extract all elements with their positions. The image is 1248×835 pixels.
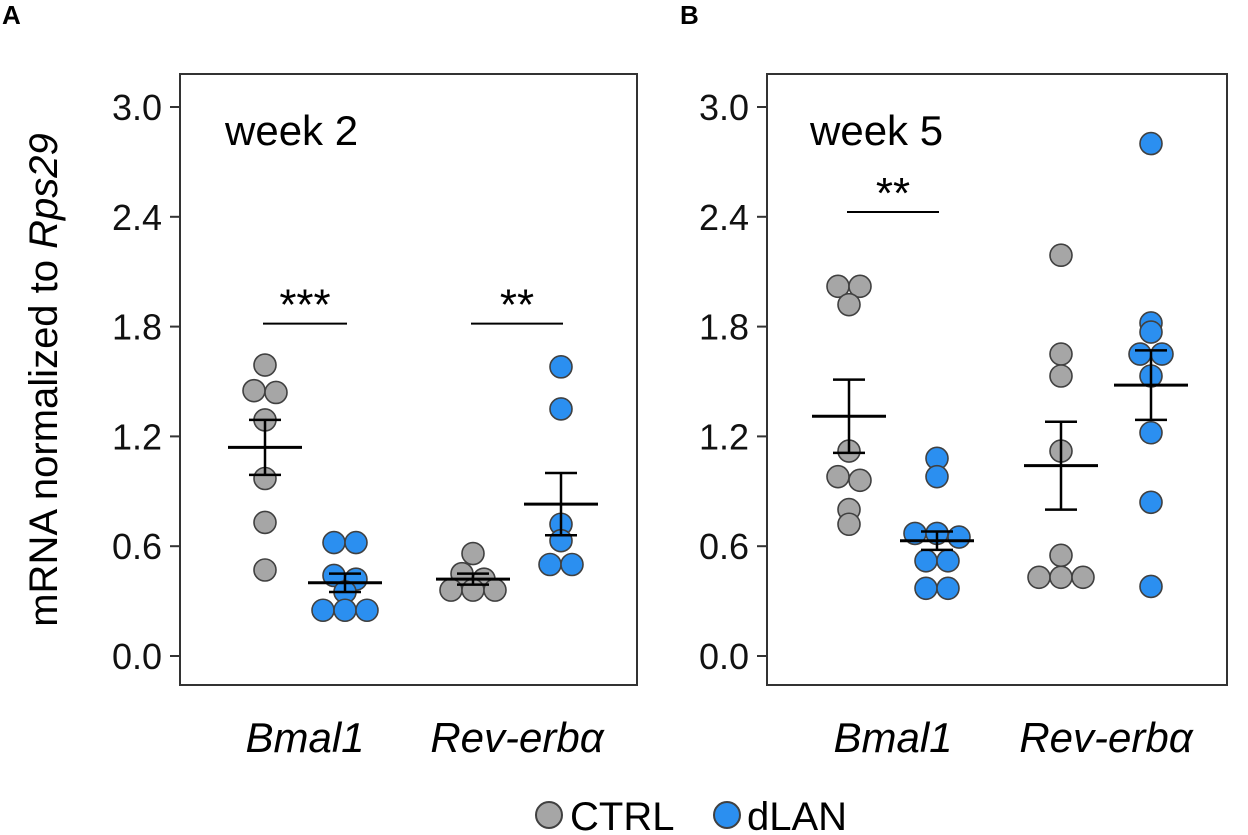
panel-b-category-1: Rev-erbα [1019,714,1193,761]
panel-b-point-dlan-0-7 [914,576,938,601]
panel-b-point-ctrl-1-5 [1027,565,1051,590]
panel-a-letter: A [2,0,21,30]
panel-b-ytick-label-4: 2.4 [699,197,749,238]
panel-a-point-ctrl-1-3 [439,578,463,602]
panel-a-category-0: Bmal1 [245,714,364,761]
y-axis-label: mRNA normalized to Rps29 [22,133,66,627]
panel-b-points [826,131,1174,601]
panel-b-ytick-label-2: 1.2 [699,416,749,457]
panel-b-mean-sem [812,349,1188,552]
panel-b-title: week 5 [809,107,943,154]
panel-b-point-dlan-1-6 [1139,420,1163,445]
panel-a-significance: *** ** [263,281,563,330]
panel-a-yaxis: 0.0 0.6 1.2 1.8 2.4 3.0 [112,87,180,677]
panel-a-point-dlan-1-1 [549,397,573,421]
panel-a-point-ctrl-0-6 [253,558,277,582]
panel-a-ytick-label-3: 1.8 [112,307,162,348]
panel-b: B week 5 0.0 0.6 1.2 1.8 2.4 3.0 ** Bmal1 Rev-… [680,0,1228,761]
panel-b-letter: B [680,0,699,30]
legend-ctrl-marker [535,801,563,829]
panel-b-point-ctrl-1-4 [1049,543,1073,568]
panel-a-point-ctrl-0-5 [253,510,277,535]
panel-a-sig-label-1: ** [500,281,534,330]
panel-a-frame [179,73,638,686]
y-axis-label-prefix: mRNA normalized to [22,249,66,627]
panel-b-ytick-label-5: 3.0 [699,87,749,128]
panel-b-point-ctrl-0-5 [848,468,872,493]
panel-b-point-dlan-1-4 [1150,342,1174,366]
panel-b-point-dlan-0-8 [936,576,960,601]
panel-b-ytick-label-3: 1.8 [699,307,749,348]
panel-b-sig-label-0: ** [876,169,910,218]
panel-a-point-dlan-1-5 [560,552,584,577]
panel-b-categories: Bmal1 Rev-erbα [833,714,1193,761]
panel-a-point-dlan-0-6 [333,598,357,623]
panel-a-point-ctrl-0-2 [264,380,288,405]
panel-b-point-dlan-1-0 [1139,131,1163,156]
panel-a-point-ctrl-0-0 [253,353,277,377]
panel-b-point-ctrl-1-1 [1049,342,1073,366]
panel-b-point-dlan-0-5 [914,549,938,573]
panel-a-ytick-label-2: 1.2 [112,416,162,457]
panel-a-ytick-label-1: 0.6 [112,526,162,567]
legend: CTRL dLAN [535,795,847,835]
panel-b-point-dlan-1-2 [1139,320,1163,344]
legend-dlan-marker [713,801,741,829]
panel-b-ytick-label-1: 0.6 [699,526,749,567]
panel-b-point-dlan-0-1 [925,464,949,489]
panel-a-ytick-label-5: 3.0 [112,87,162,128]
panel-a-mean-sem [228,418,598,594]
panel-a: A week 2 0.00.61.21.82.43.0 *** ** Bmal1 R… [2,0,638,761]
panel-a-point-dlan-0-5 [311,598,335,623]
panel-b-point-ctrl-0-4 [826,464,850,489]
panel-b-point-ctrl-1-6 [1049,565,1073,590]
panel-b-ytick-label-0: 0.0 [699,636,749,677]
panel-a-categories: Bmal1 Rev-erbα [245,714,604,761]
panel-b-point-ctrl-1-7 [1071,565,1095,590]
panel-a-point-ctrl-0-1 [242,378,266,403]
panel-b-point-ctrl-0-7 [837,512,861,537]
panel-b-yaxis: 0.0 0.6 1.2 1.8 2.4 3.0 [699,87,767,677]
panel-b-point-ctrl-0-1 [848,274,872,299]
panel-a-point-dlan-0-7 [355,598,379,623]
panel-b-point-dlan-1-7 [1139,490,1163,515]
panel-a-ytick-label-0: 0.0 [112,636,162,677]
panel-a-point-ctrl-1-0 [461,541,485,566]
panel-a-ytick-label-4: 2.4 [112,197,162,238]
panel-a-sig-label-0: *** [279,281,330,330]
panel-b-point-dlan-1-8 [1139,574,1163,599]
panel-b-point-dlan-0-4 [947,525,971,549]
panel-b-point-dlan-0-6 [936,549,960,573]
panel-b-point-dlan-1-3 [1128,342,1152,366]
panel-a-title: week 2 [224,107,358,154]
panel-a-point-dlan-0-0 [322,530,346,555]
panel-a-category-1: Rev-erbα [430,714,604,761]
legend-dlan-label: dLAN [747,795,847,835]
panel-a-points [242,353,584,623]
panel-b-category-0: Bmal1 [833,714,952,761]
panel-b-frame [766,73,1228,686]
y-axis-label-gene: Rps29 [22,133,66,249]
panel-a-point-dlan-0-1 [344,530,368,555]
legend-ctrl-label: CTRL [570,795,674,835]
panel-b-point-ctrl-0-2 [837,292,861,317]
panel-b-point-ctrl-1-2 [1049,364,1073,388]
panel-b-point-ctrl-1-0 [1049,243,1073,268]
panel-a-point-ctrl-1-5 [483,578,507,602]
panel-a-point-dlan-1-4 [538,552,562,577]
panel-b-significance: ** [847,169,939,218]
panel-a-point-dlan-1-0 [549,355,573,379]
